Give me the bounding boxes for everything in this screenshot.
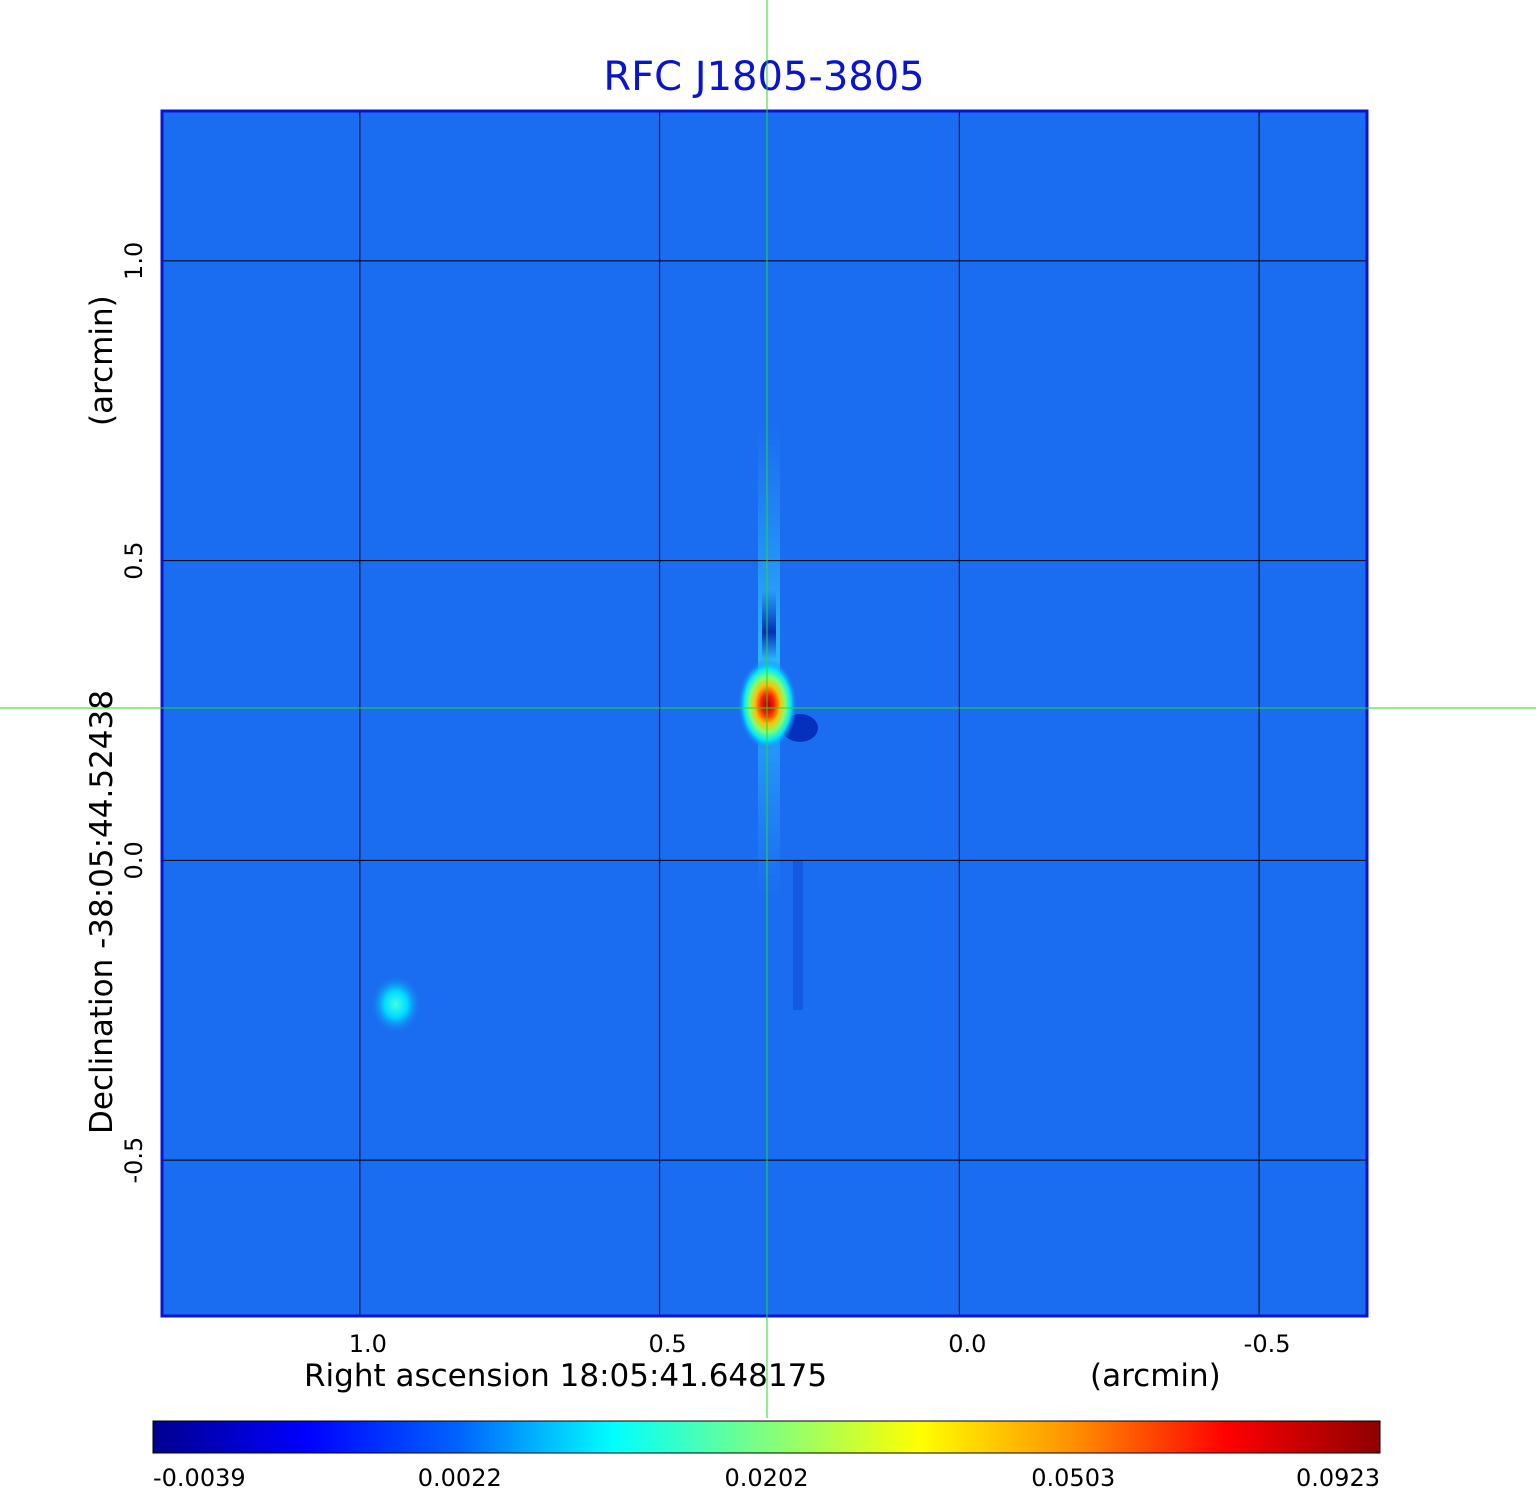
x-tick-label: 0.0 — [948, 1330, 986, 1358]
colorbar — [152, 1420, 1381, 1454]
colorbar-tick-label: 0.0503 — [1031, 1464, 1115, 1492]
colorbar-tick-label: 0.0202 — [725, 1464, 809, 1492]
y-axis-unit: (arcmin) — [84, 295, 120, 426]
colorbar-tick-labels: -0.0039 0.0022 0.0202 0.0503 0.0923 — [153, 1464, 1380, 1492]
image-plot-area — [162, 111, 1367, 1316]
colorbar-tick-label: -0.0039 — [153, 1464, 246, 1492]
x-tick-label: 1.0 — [349, 1330, 387, 1358]
colorbar-tick-label: 0.0923 — [1296, 1464, 1380, 1492]
x-tick-labels: 1.0 0.5 0.0 -0.5 — [349, 1330, 1291, 1358]
y-tick-label: -0.5 — [120, 1137, 148, 1184]
y-tick-label: 0.5 — [120, 542, 148, 580]
x-tick-label: -0.5 — [1244, 1330, 1291, 1358]
x-axis-label: Right ascension 18:05:41.648175 — [304, 1358, 827, 1394]
x-tick-label: 0.5 — [649, 1330, 687, 1358]
vertical-sidelobe-dark — [762, 590, 776, 660]
chart-title: RFC J1805-3805 — [603, 54, 924, 100]
secondary-source — [369, 974, 422, 1035]
colorbar-tick-label: 0.0022 — [418, 1464, 502, 1492]
plot-frame — [160, 109, 1369, 1318]
x-axis-unit: (arcmin) — [1090, 1358, 1221, 1394]
y-tick-label: 1.0 — [120, 242, 148, 280]
vertical-sidelobe-dark-lower — [793, 860, 803, 1010]
y-tick-label: 0.0 — [120, 841, 148, 879]
y-tick-labels: 1.0 0.5 0.0 -0.5 — [120, 242, 148, 1184]
grid-lines — [162, 111, 1367, 1316]
y-axis-label: Declination -38:05:44.52438 — [84, 690, 120, 1134]
